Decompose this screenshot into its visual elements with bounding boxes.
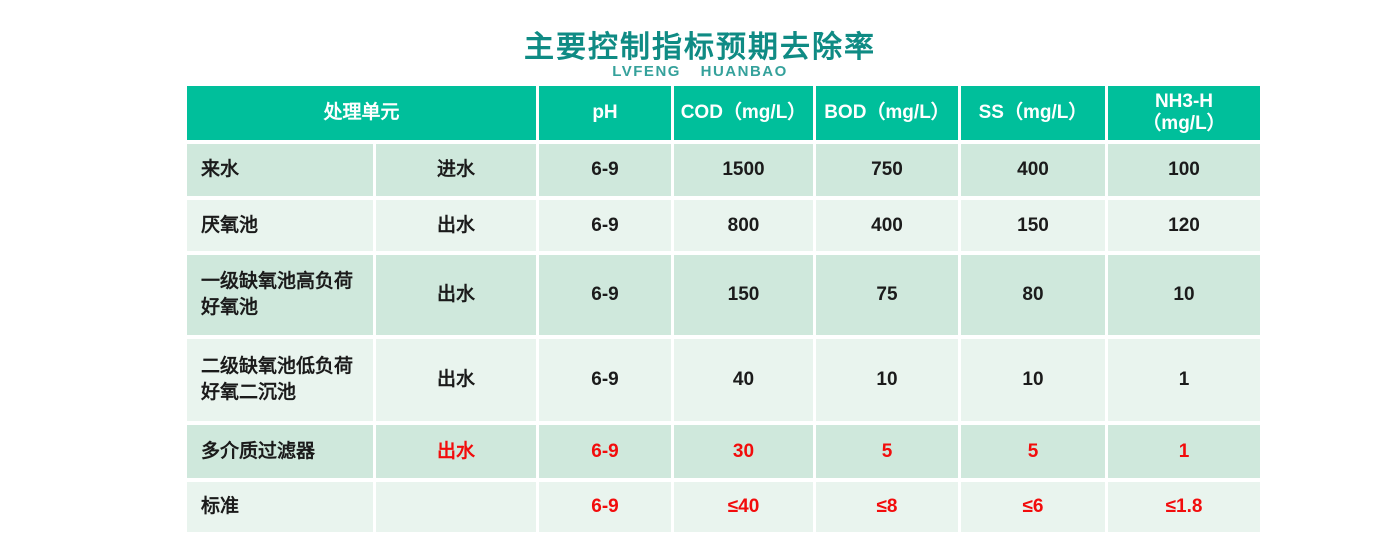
- cell-ss: 5: [961, 425, 1105, 478]
- cell-ss: 150: [961, 200, 1105, 251]
- header-cell-nh3: NH3-H （mg/L）: [1108, 86, 1260, 140]
- cell-ph: 6-9: [539, 144, 671, 196]
- cell-nh3: ≤1.8: [1108, 482, 1260, 532]
- cell-ph: 6-9: [539, 425, 671, 478]
- page-subtitle: LVFENG HUANBAO: [612, 63, 788, 80]
- cell-cod: 30: [674, 425, 813, 478]
- cell-ss: 80: [961, 255, 1105, 335]
- cell-unit: 多介质过滤器: [187, 425, 373, 478]
- cell-bod: 750: [816, 144, 958, 196]
- cell-cod: 40: [674, 339, 813, 421]
- cell-nh3: 100: [1108, 144, 1260, 196]
- cell-nh3: 120: [1108, 200, 1260, 251]
- header-cell-cod: COD（mg/L）: [674, 86, 813, 140]
- cell-cod: ≤40: [674, 482, 813, 532]
- cell-nh3: 1: [1108, 339, 1260, 421]
- cell-unit: 厌氧池: [187, 200, 373, 251]
- cell-nh3: 10: [1108, 255, 1260, 335]
- cell-nh3: 1: [1108, 425, 1260, 478]
- cell-ph: 6-9: [539, 482, 671, 532]
- cell-bod: 400: [816, 200, 958, 251]
- header-cell-bod: BOD（mg/L）: [816, 86, 958, 140]
- cell-cod: 150: [674, 255, 813, 335]
- cell-bod: 5: [816, 425, 958, 478]
- cell-ph: 6-9: [539, 200, 671, 251]
- cell-ss: 400: [961, 144, 1105, 196]
- cell-unit: 一级缺氧池高负荷好氧池: [187, 255, 373, 335]
- cell-flow: 出水: [376, 200, 536, 251]
- cell-bod: ≤8: [816, 482, 958, 532]
- header-cell-ph: pH: [539, 86, 671, 140]
- removal-rate-table: 处理单元 pH COD（mg/L） BOD（mg/L） SS（mg/L） NH3…: [187, 86, 1260, 532]
- cell-cod: 1500: [674, 144, 813, 196]
- cell-flow: 进水: [376, 144, 536, 196]
- cell-flow: 出水: [376, 255, 536, 335]
- cell-bod: 75: [816, 255, 958, 335]
- page-title: 主要控制指标预期去除率: [524, 31, 876, 64]
- header-nh3-line2: （mg/L）: [1142, 113, 1226, 134]
- header-nh3-line1: NH3-H: [1154, 90, 1214, 112]
- cell-ss: 10: [961, 339, 1105, 421]
- cell-unit: 二级缺氧池低负荷好氧二沉池: [187, 339, 373, 421]
- cell-ph: 6-9: [539, 255, 671, 335]
- cell-ss: ≤6: [961, 482, 1105, 532]
- cell-cod: 800: [674, 200, 813, 251]
- cell-bod: 10: [816, 339, 958, 421]
- header-cell-unit: 处理单元: [187, 86, 536, 140]
- cell-unit: 来水: [187, 144, 373, 196]
- header-cell-ss: SS（mg/L）: [961, 86, 1105, 140]
- cell-ph: 6-9: [539, 339, 671, 421]
- cell-flow: [376, 482, 536, 532]
- cell-flow: 出水: [376, 425, 536, 478]
- cell-unit: 标准: [187, 482, 373, 532]
- cell-flow: 出水: [376, 339, 536, 421]
